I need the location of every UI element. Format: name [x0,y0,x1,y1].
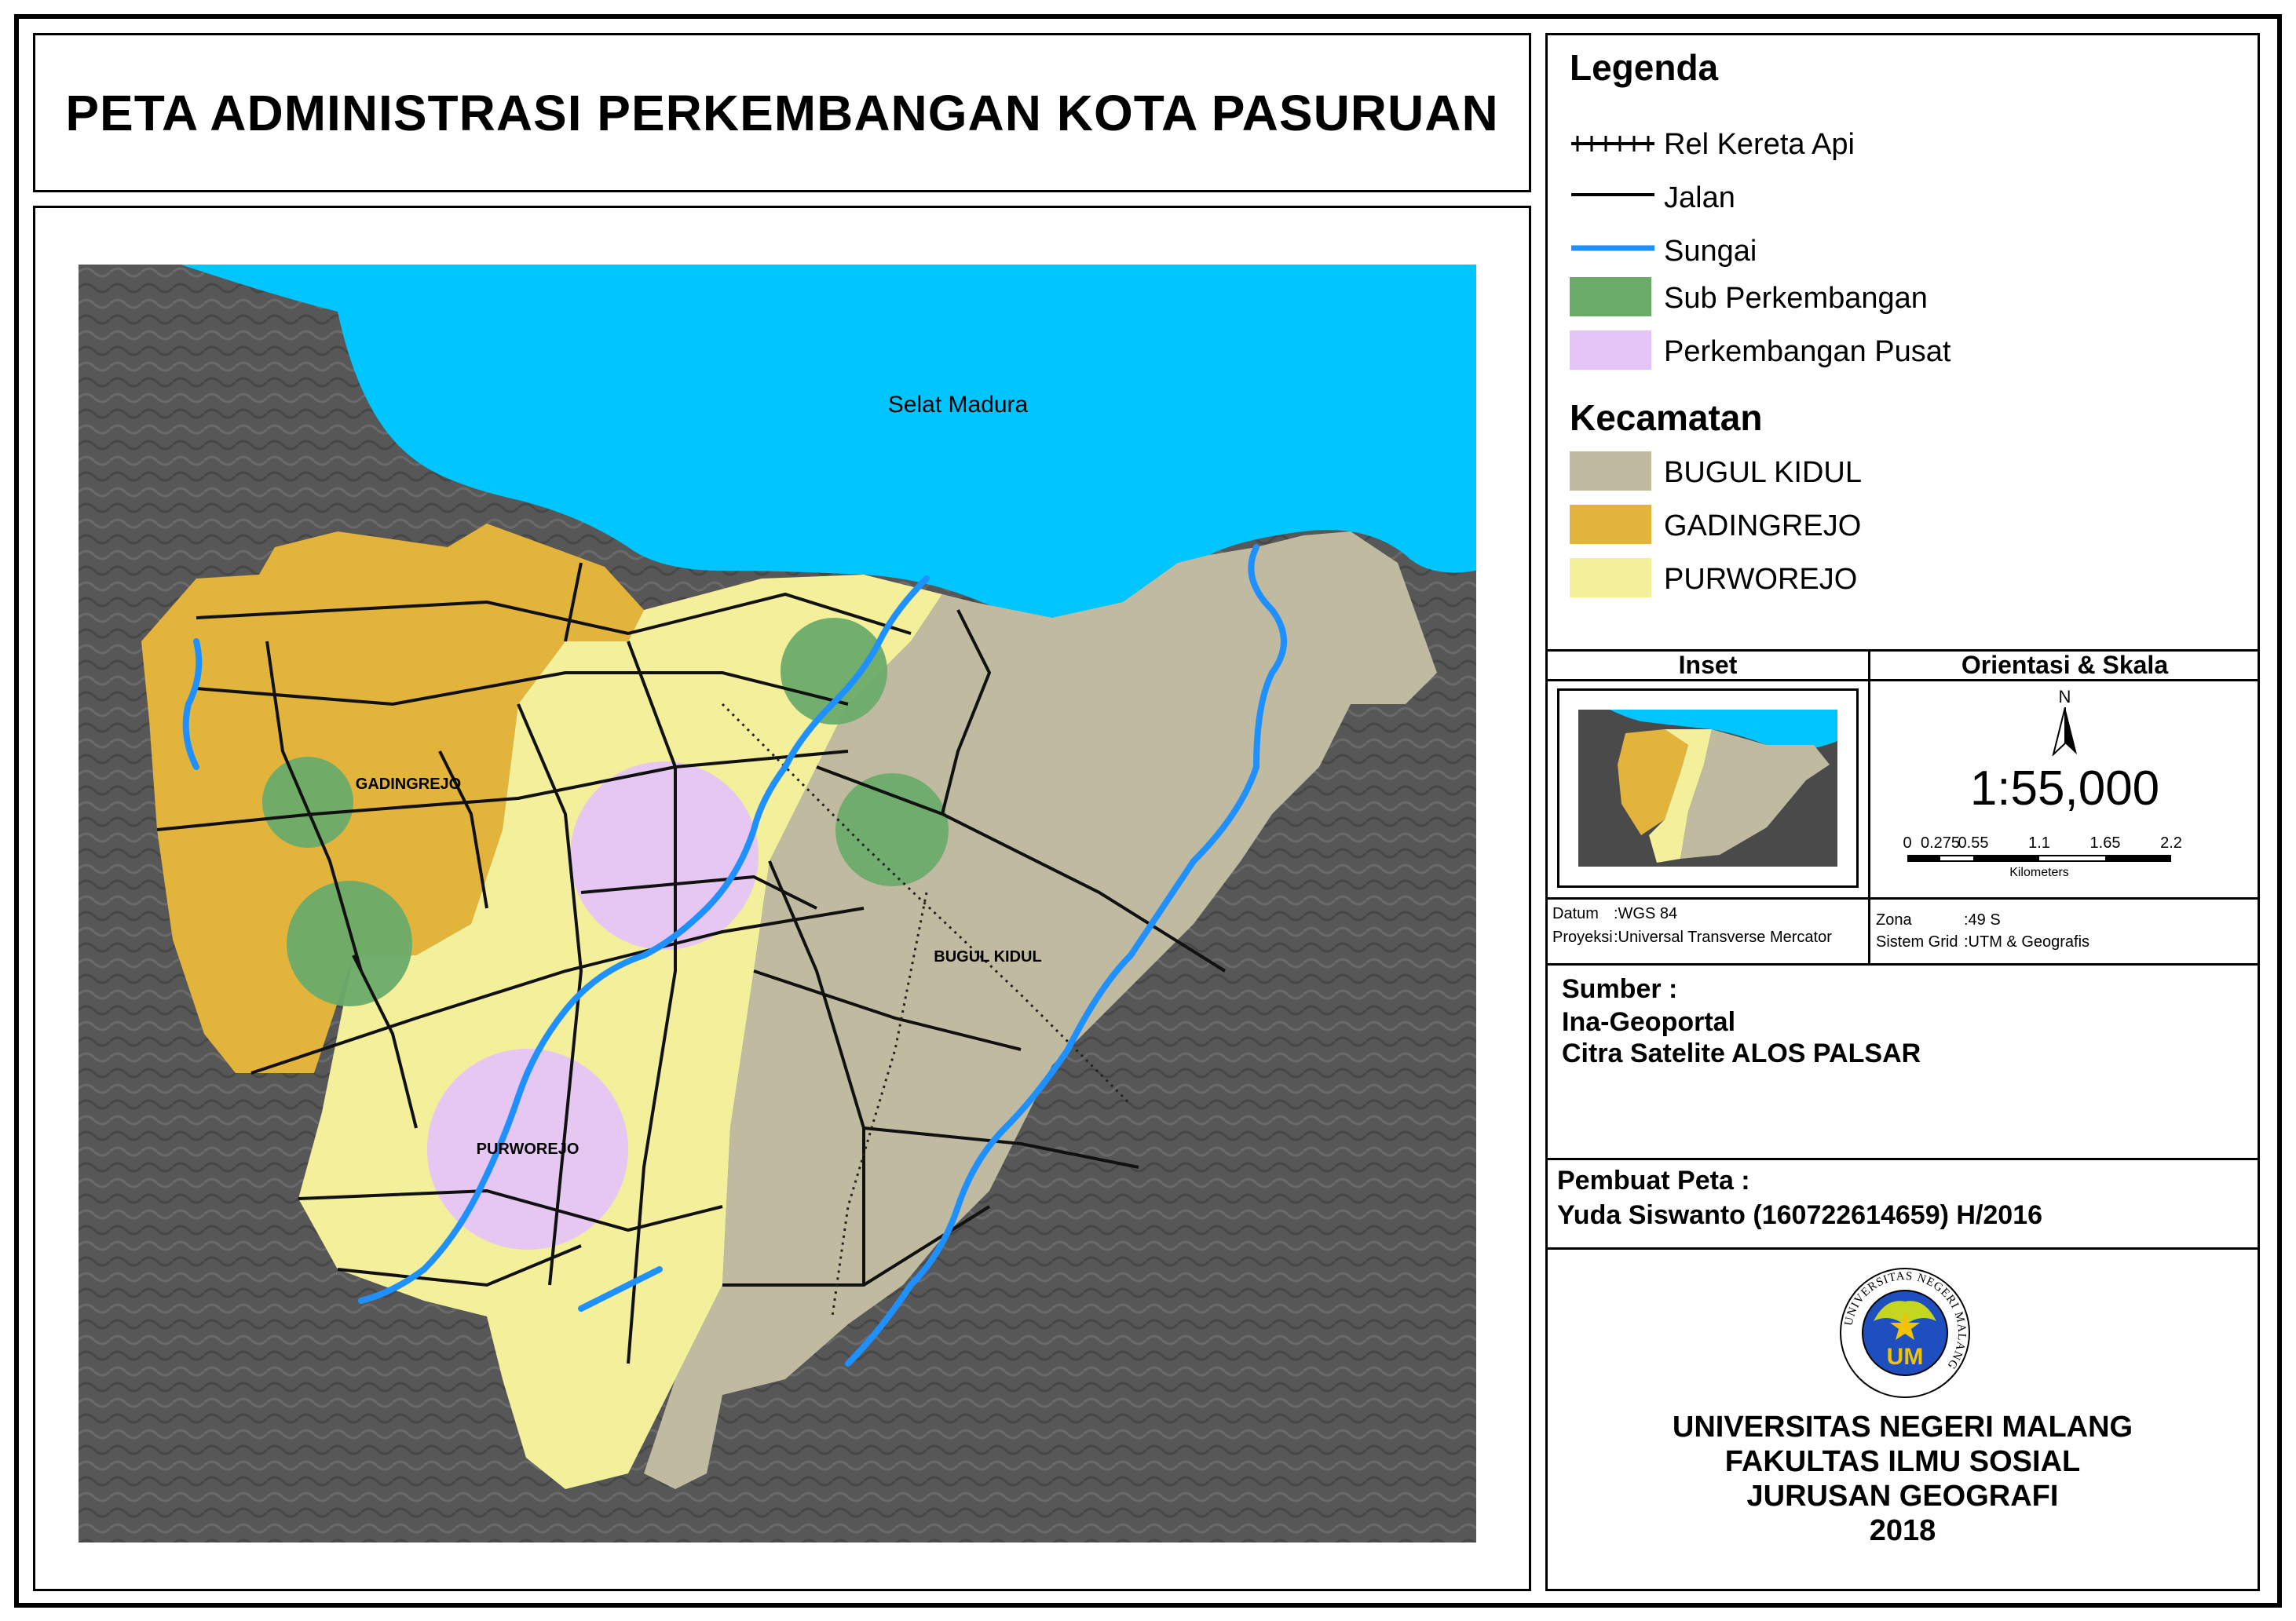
datum-value: :WGS 84 [1614,905,1678,922]
district-gadingrejo [141,524,644,1073]
institution-line: FAKULTAS ILMU SOSIAL [1724,1445,2081,1478]
scale-tick-label: 0 [1903,834,1912,852]
road-legend-symbol [1571,193,1654,196]
divider [1548,897,2258,900]
scale-text: 1:55,000 [1969,761,2160,816]
sub-perkembangan-swatch [1570,277,1651,316]
sumber-heading: Sumber : [1562,974,1678,1004]
map-canvas: Selat Madura GADINGREJO BUGUL KIDUL PURW… [79,265,1476,1543]
scale-bar-frame [1907,855,2171,862]
purworejo-swatch [1570,558,1651,597]
divider [1868,897,1870,963]
title-panel: PETA ADMINISTRASI PERKEMBANGAN KOTA PASU… [33,33,1531,192]
institution-line: JURUSAN GEOGRAFI [1746,1480,2059,1513]
district-label-gadingrejo: GADINGREJO [356,776,461,793]
legend-item-sungai: Sungai [1664,235,1757,268]
scale-tick-label: 1.65 [2089,834,2121,852]
sumber-line: Ina-Geoportal [1562,1007,1736,1037]
pembuat-heading: Pembuat Peta : [1557,1166,1750,1196]
divider [1548,679,2258,681]
map-title: PETA ADMINISTRASI PERKEMBANGAN KOTA PASU… [65,84,1499,141]
institution-year: 2018 [1869,1514,1936,1547]
bugul-kidul-swatch [1570,451,1651,491]
legend-item-jalan: Jalan [1664,181,1735,214]
proyeksi-value: :Universal Transverse Mercator [1614,929,1832,946]
river-legend-symbol [1571,245,1654,251]
legend-item-perkembangan-pusat: Perkembangan Pusat [1664,335,1951,368]
scale-tick-label: 1.1 [2028,834,2050,852]
grid-label: Sistem Grid [1876,933,1958,951]
inset-heading: Inset [1678,651,1738,679]
seal-mark: UM [1887,1344,1924,1370]
north-label: N [2058,687,2071,706]
scale-tick-label: 0.275 [1920,834,1961,852]
datum-label: Datum [1552,905,1599,922]
sub-perkembangan-zone [262,757,353,848]
legend-heading: Legenda [1570,47,1719,88]
legend-item-sub-perkembangan: Sub Perkembangan [1664,282,1928,315]
kecamatan-heading: Kecamatan [1570,397,1763,438]
scale-tick-label: 0.55 [1958,834,1989,852]
sea-label: Selat Madura [888,392,1029,418]
inset-map [1578,710,1837,867]
perkembangan-pusat-swatch [1570,330,1651,370]
legend-item-gadingrejo: GADINGREJO [1664,509,1862,542]
river-network [182,544,1287,1367]
road-network [156,562,1227,1364]
railway-line [721,703,1132,1317]
legend-item-bugul-kidul: BUGUL KIDUL [1664,456,1862,489]
legend-item-rel-kereta-api: Rel Kereta Api [1664,128,1855,161]
sea-area [181,265,1476,618]
sub-perkembangan-zone [781,618,887,725]
side-panel: Legenda Rel Kereta Api Jalan Sungai Sub … [1545,33,2260,1591]
proyeksi-label: Proyeksi [1552,929,1613,946]
railway-legend-symbol [1571,136,1654,152]
legend-item-purworejo: PURWOREJO [1664,563,1858,596]
district-label-bugul-kidul: BUGUL KIDUL [934,948,1041,966]
map-outer-border [14,14,2282,1608]
map-frame: Selat Madura GADINGREJO BUGUL KIDUL PURW… [33,206,1531,1591]
inset-frame [1557,688,1859,888]
orientasi-heading: Orientasi & Skala [1961,651,2169,679]
zona-label: Zona [1876,911,1912,929]
divider [1548,649,2258,652]
district-label-purworejo: PURWOREJO [477,1141,579,1158]
north-arrow-icon [2052,707,2077,756]
grid-value: :UTM & Geografis [1964,933,2090,951]
institution-line: UNIVERSITAS NEGERI MALANG [1672,1411,2133,1444]
scale-unit: Kilometers [2009,866,2069,879]
zona-value: :49 S [1964,911,2001,929]
district-purworejo [298,575,942,1489]
scale-bar: 0 0.275 0.55 1.1 1.65 2.2 Kilometers [1903,834,2237,882]
scale-tick-label: 2.2 [2160,834,2182,852]
university-seal-icon: UM UNIVERSITAS NEGERI MALANG [1840,1268,1970,1398]
divider [1548,1158,2258,1160]
sub-perkembangan-zone [835,773,949,886]
divider [1548,1247,2258,1250]
sub-perkembangan-zone [287,881,412,1006]
divider [1868,649,1870,929]
perkembangan-pusat-zone [570,761,759,950]
divider [1548,963,2258,966]
gadingrejo-swatch [1570,505,1651,544]
sumber-line: Citra Satelite ALOS PALSAR [1562,1039,1921,1068]
pembuat-name: Yuda Siswanto (160722614659) H/2016 [1557,1200,2043,1230]
